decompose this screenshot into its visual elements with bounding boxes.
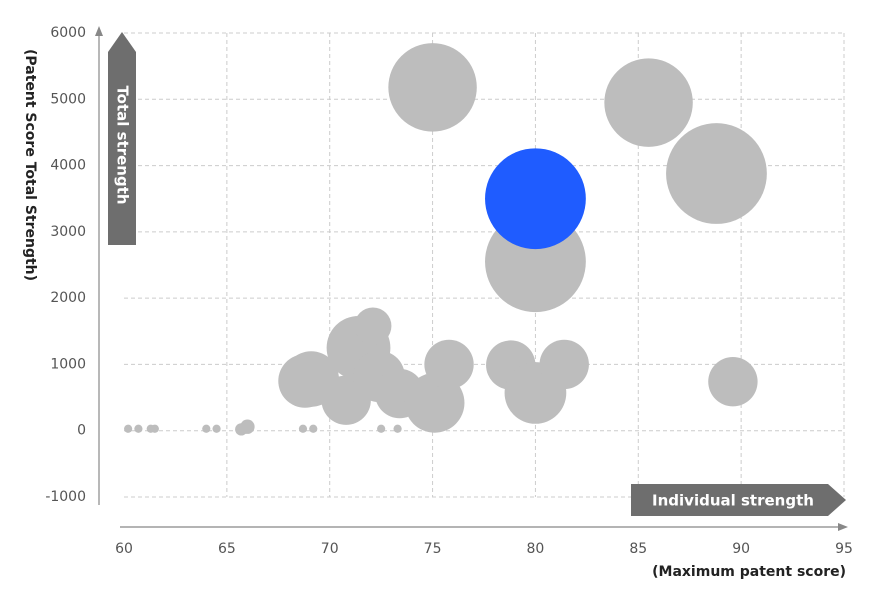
- total-strength-arrow: Total strength: [108, 32, 136, 245]
- bubble-point-highlight: [485, 148, 586, 250]
- y-tick-label: -1000: [45, 489, 86, 505]
- bubble-point: [134, 424, 143, 433]
- bubble-point: [240, 419, 255, 434]
- y-axis-title: (Patent Score Total Strength): [22, 49, 38, 281]
- y-axis-arrowhead: [95, 26, 103, 36]
- bubble-point: [424, 339, 474, 390]
- x-tick-label: 60: [115, 541, 133, 557]
- bubble-point: [298, 424, 308, 433]
- y-tick-label: 2000: [50, 290, 86, 306]
- bubble-point: [124, 424, 133, 433]
- bubble-point: [202, 424, 211, 433]
- bubble-point: [354, 307, 392, 345]
- individual-strength-arrow-label: Individual strength: [652, 492, 814, 510]
- x-tick-label: 90: [732, 541, 750, 557]
- total-strength-arrow-shape: [108, 32, 136, 245]
- individual-strength-arrow-shape: [631, 484, 846, 516]
- total-strength-arrow-label: Total strength: [114, 85, 132, 204]
- bubble-point: [309, 424, 318, 433]
- x-axis-arrowhead: [838, 523, 848, 531]
- y-tick-label: 3000: [50, 224, 86, 240]
- y-tick-label: 6000: [50, 25, 86, 41]
- y-tick-label: 4000: [50, 158, 86, 174]
- grid: [124, 32, 845, 498]
- bubble-point: [604, 58, 693, 147]
- x-tick-label: 85: [629, 541, 647, 557]
- y-tick-label: 0: [77, 423, 86, 439]
- bubble-point: [393, 424, 402, 433]
- axes: [95, 26, 848, 531]
- bubble-point: [539, 339, 589, 390]
- individual-strength-arrow: Individual strength: [631, 484, 846, 516]
- x-tick-label: 75: [424, 541, 442, 557]
- x-tick-label: 65: [218, 541, 236, 557]
- x-tick-label: 80: [527, 541, 545, 557]
- x-tick-label: 70: [321, 541, 339, 557]
- x-tick-label: 95: [835, 541, 853, 557]
- tick-labels: 60 65 70 75 80 85 90 95 -1000 0 1000 2000 3000 4000 50…: [45, 25, 853, 557]
- bubble-point: [377, 424, 386, 433]
- bubbles: [124, 43, 767, 436]
- y-tick-label: 1000: [50, 356, 86, 372]
- bubble-point: [666, 123, 767, 224]
- x-axis-title: (Maximum patent score): [652, 564, 846, 580]
- bubble-point: [388, 43, 477, 132]
- bubble-point: [212, 424, 221, 433]
- bubble-point: [150, 424, 159, 433]
- y-tick-label: 5000: [50, 91, 86, 107]
- bubble-point: [708, 356, 758, 407]
